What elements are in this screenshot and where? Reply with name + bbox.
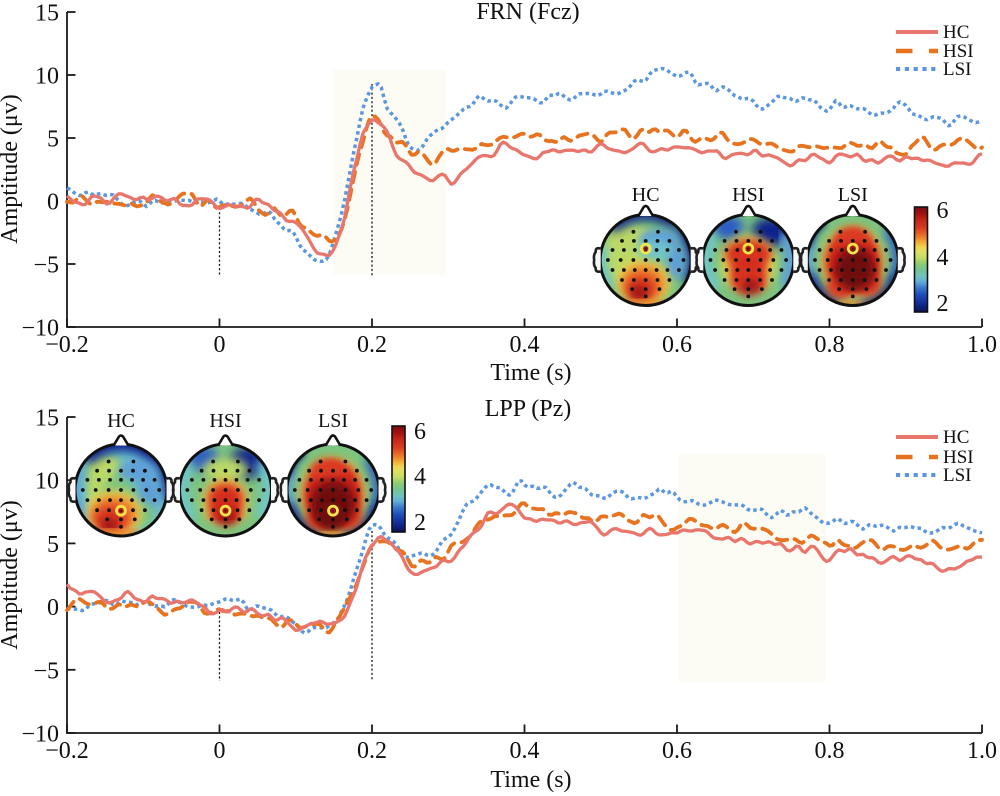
svg-text:1.0: 1.0: [967, 738, 997, 764]
svg-text:−10: −10: [21, 722, 59, 748]
svg-text:HSI: HSI: [732, 184, 764, 206]
svg-text:4: 4: [937, 245, 949, 271]
svg-text:0.6: 0.6: [662, 738, 692, 764]
svg-text:HC: HC: [943, 427, 969, 448]
svg-text:LSI: LSI: [838, 184, 868, 206]
svg-text:HSI: HSI: [943, 447, 974, 468]
svg-text:10: 10: [35, 64, 59, 90]
svg-text:HC: HC: [107, 410, 135, 432]
svg-text:Time (s): Time (s): [490, 360, 571, 386]
svg-text:5: 5: [47, 127, 59, 153]
svg-text:15: 15: [35, 1, 59, 27]
svg-text:1.0: 1.0: [967, 332, 997, 358]
svg-text:HC: HC: [632, 184, 660, 206]
svg-text:0.4: 0.4: [510, 332, 540, 358]
svg-text:0.8: 0.8: [815, 738, 845, 764]
svg-text:−10: −10: [21, 316, 59, 342]
svg-text:0: 0: [47, 190, 59, 216]
svg-text:0.8: 0.8: [815, 332, 845, 358]
svg-text:6: 6: [414, 419, 426, 445]
svg-text:2: 2: [937, 291, 949, 317]
svg-text:−0.2: −0.2: [45, 332, 89, 358]
svg-text:2: 2: [414, 510, 426, 536]
svg-text:HSI: HSI: [209, 410, 241, 432]
svg-text:5: 5: [47, 532, 59, 558]
svg-text:Amptitude (μv): Amptitude (μv): [0, 94, 23, 244]
svg-text:LSI: LSI: [943, 465, 972, 486]
svg-text:−0.2: −0.2: [45, 738, 89, 764]
svg-text:6: 6: [937, 198, 949, 224]
svg-text:0: 0: [214, 738, 226, 764]
svg-text:Time (s): Time (s): [490, 767, 571, 793]
svg-text:Amptitude (μv): Amptitude (μv): [0, 500, 23, 650]
svg-text:0.2: 0.2: [357, 738, 387, 764]
svg-text:HC: HC: [943, 22, 969, 43]
svg-text:0: 0: [47, 595, 59, 621]
svg-text:LSI: LSI: [943, 59, 972, 80]
svg-text:10: 10: [35, 469, 59, 495]
svg-text:−5: −5: [33, 658, 59, 684]
svg-text:15: 15: [35, 406, 59, 432]
svg-text:0: 0: [214, 332, 226, 358]
svg-text:HSI: HSI: [943, 41, 974, 62]
svg-text:LPP (Pz): LPP (Pz): [485, 396, 571, 422]
svg-text:0.2: 0.2: [357, 332, 387, 358]
svg-text:−5: −5: [33, 253, 59, 279]
svg-text:0.4: 0.4: [510, 738, 540, 764]
svg-text:0.6: 0.6: [662, 332, 692, 358]
svg-text:LSI: LSI: [318, 410, 348, 432]
svg-text:4: 4: [414, 464, 426, 490]
svg-text:FRN (Fcz): FRN (Fcz): [476, 0, 579, 25]
